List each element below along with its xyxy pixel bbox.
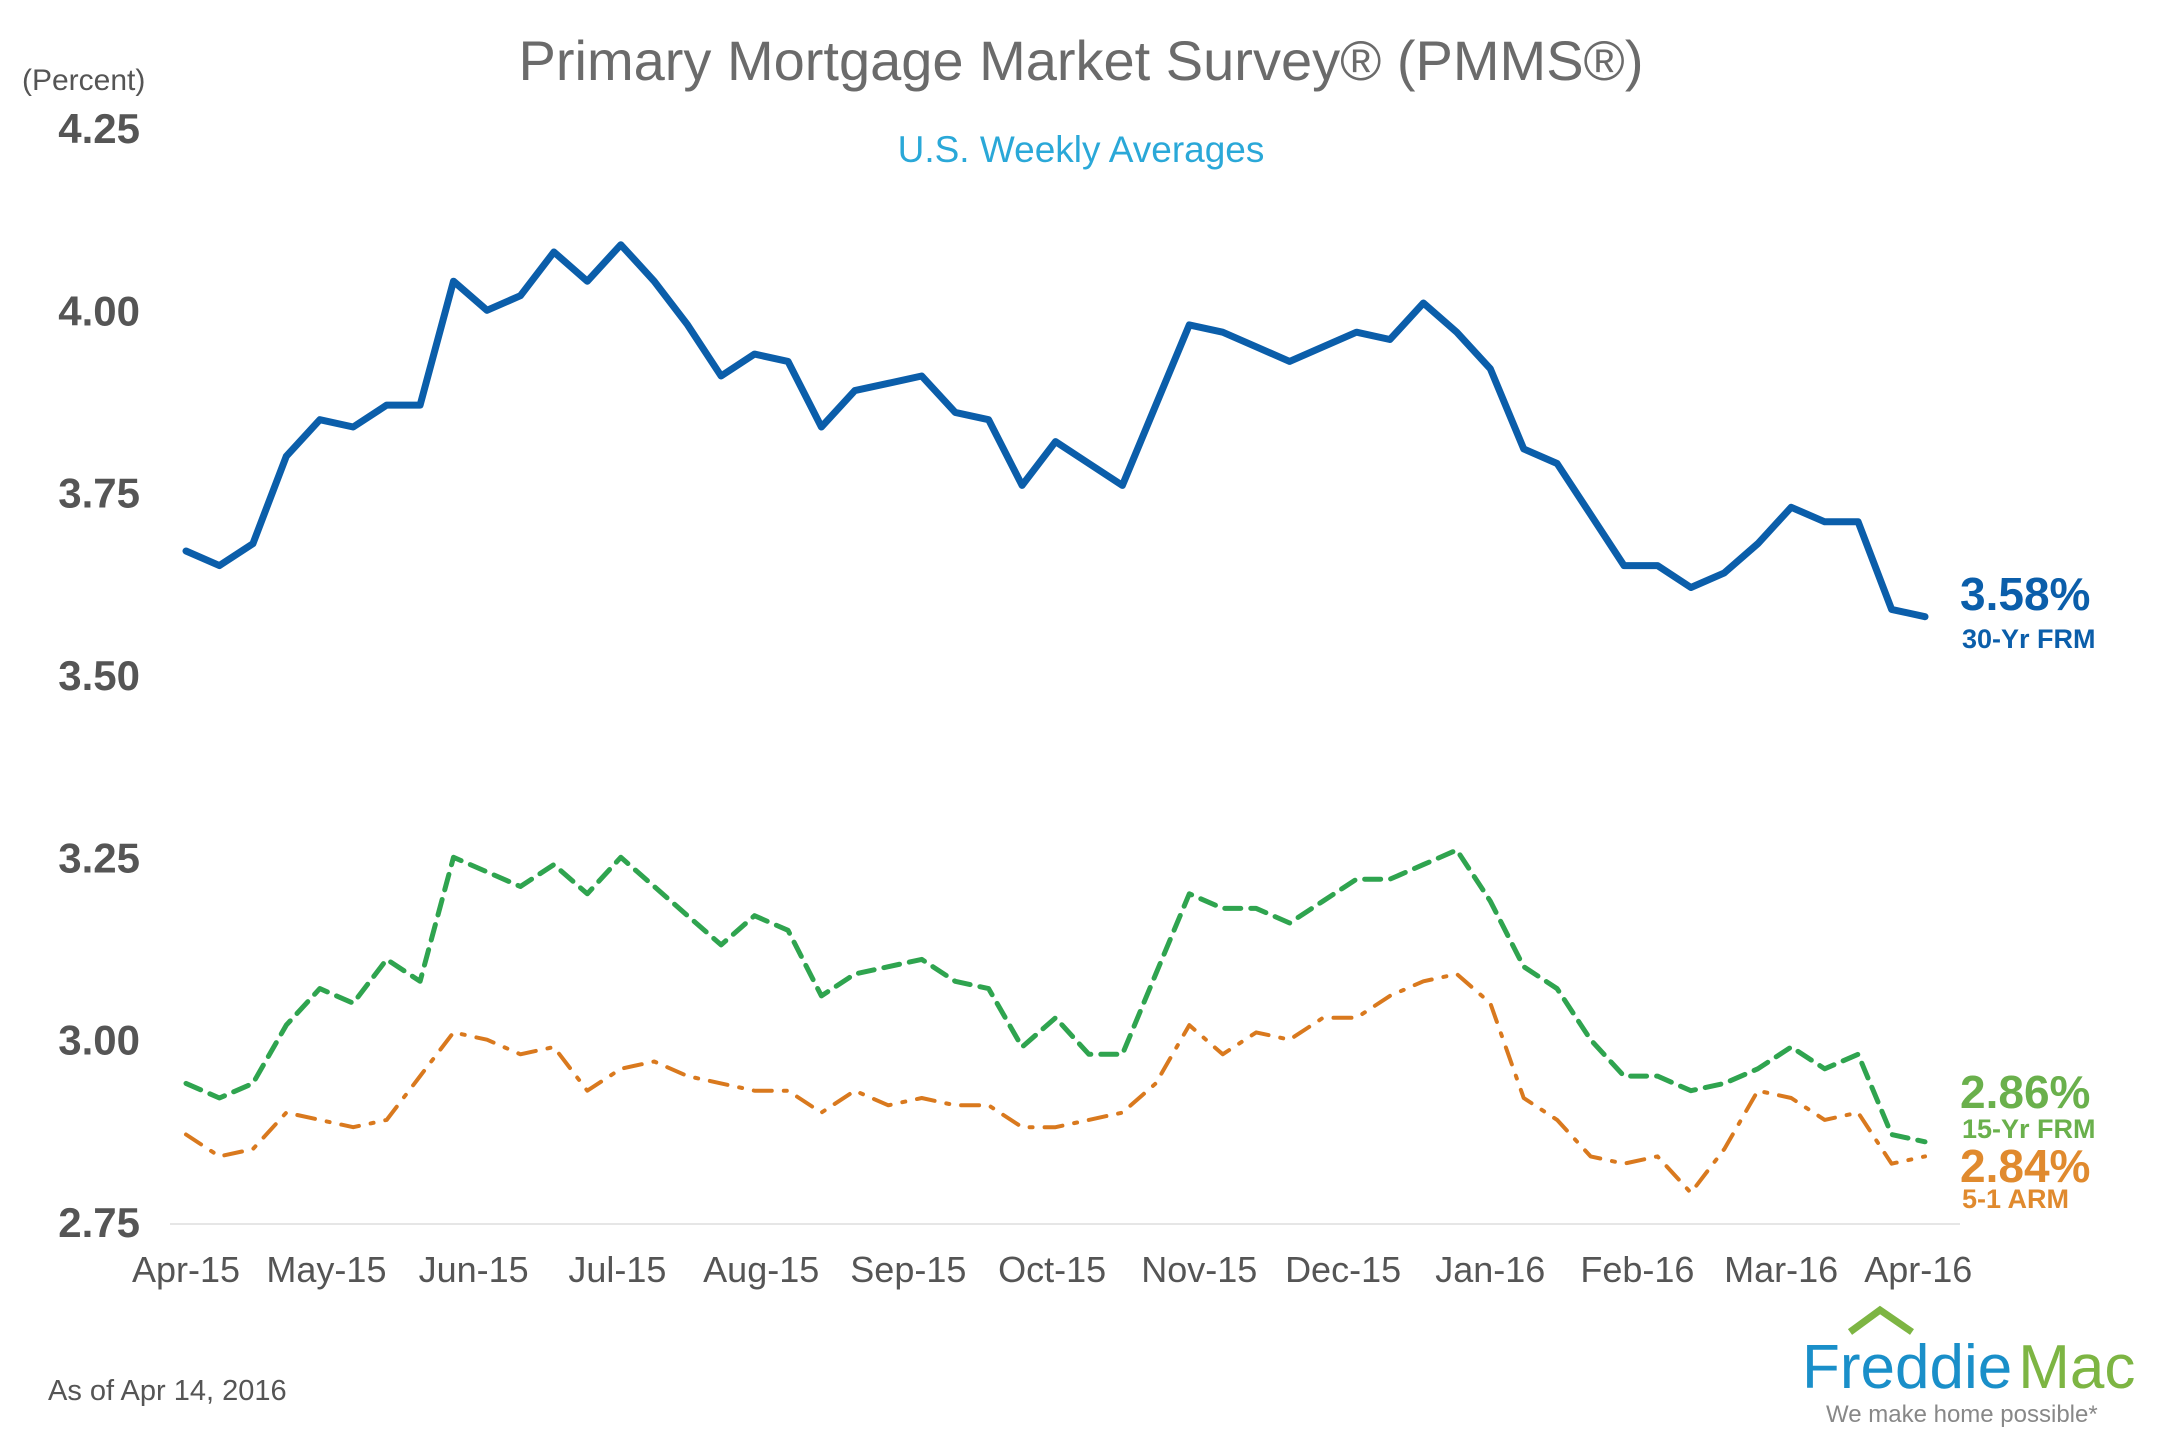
y-tick-label: 3.50 (58, 652, 140, 699)
y-tick-label: 2.75 (58, 1199, 140, 1246)
series-name-label: 30-Yr FRM (1962, 624, 2096, 654)
x-tick-label: Jan-16 (1435, 1249, 1545, 1290)
y-tick-label: 3.25 (58, 834, 140, 881)
x-tick-label: Mar-16 (1724, 1249, 1838, 1290)
logo-freddie: Freddie (1802, 1333, 2012, 1402)
x-tick-label: Aug-15 (703, 1249, 819, 1290)
end-value-label: 3.58% (1960, 568, 2090, 620)
x-tick-label: Jul-15 (568, 1249, 666, 1290)
logo-wordmark: FreddieMac (1802, 1333, 2135, 1402)
x-tick-label: Oct-15 (998, 1249, 1106, 1290)
house-roof-icon (1847, 1305, 1914, 1335)
x-tick-label: Dec-15 (1285, 1249, 1401, 1290)
x-tick-label: Apr-15 (132, 1249, 240, 1290)
logo-tagline: We make home possible* (1826, 1401, 2098, 1428)
y-tick-label: 4.25 (58, 105, 140, 152)
series-lines (182, 241, 1929, 1195)
x-tick-label: Sep-15 (850, 1249, 966, 1290)
end-value-label: 2.84% (1960, 1140, 2090, 1192)
chart-title: Primary Mortgage Market Survey® (PMMS®) (519, 29, 1644, 92)
chart-subtitle: U.S. Weekly Averages (898, 129, 1265, 170)
x-tick-label: Feb-16 (1580, 1249, 1694, 1290)
y-tick-label: 3.00 (58, 1017, 140, 1064)
y-axis: 4.25 4.00 3.75 3.50 3.25 3.00 2.75 (58, 105, 140, 1246)
as-of-date: As of Apr 14, 2016 (48, 1375, 287, 1407)
y-axis-unit-label: (Percent) (22, 64, 145, 97)
series-line-5-1-arm (184, 972, 1927, 1195)
freddie-mac-logo: FreddieMac We make home possible* (1802, 1305, 2135, 1428)
series-line-15-yr-frm (183, 847, 1928, 1145)
series-line-30-yr-frm (182, 241, 1929, 621)
x-tick-label: Jun-15 (419, 1249, 529, 1290)
logo-mac: Mac (2018, 1333, 2135, 1402)
y-tick-label: 4.00 (58, 287, 140, 334)
x-tick-label: Nov-15 (1141, 1249, 1257, 1290)
series-name-label: 5-1 ARM (1962, 1184, 2069, 1214)
x-tick-label: May-15 (266, 1249, 386, 1290)
x-axis: Apr-15 May-15 Jun-15 Jul-15 Aug-15 Sep-15 Oct-… (132, 1249, 1972, 1290)
series-name-label: 15-Yr FRM (1962, 1114, 2096, 1144)
y-tick-label: 3.75 (58, 470, 140, 517)
end-value-label: 2.86% (1960, 1066, 2090, 1118)
x-tick-label: Apr-16 (1864, 1249, 1972, 1290)
